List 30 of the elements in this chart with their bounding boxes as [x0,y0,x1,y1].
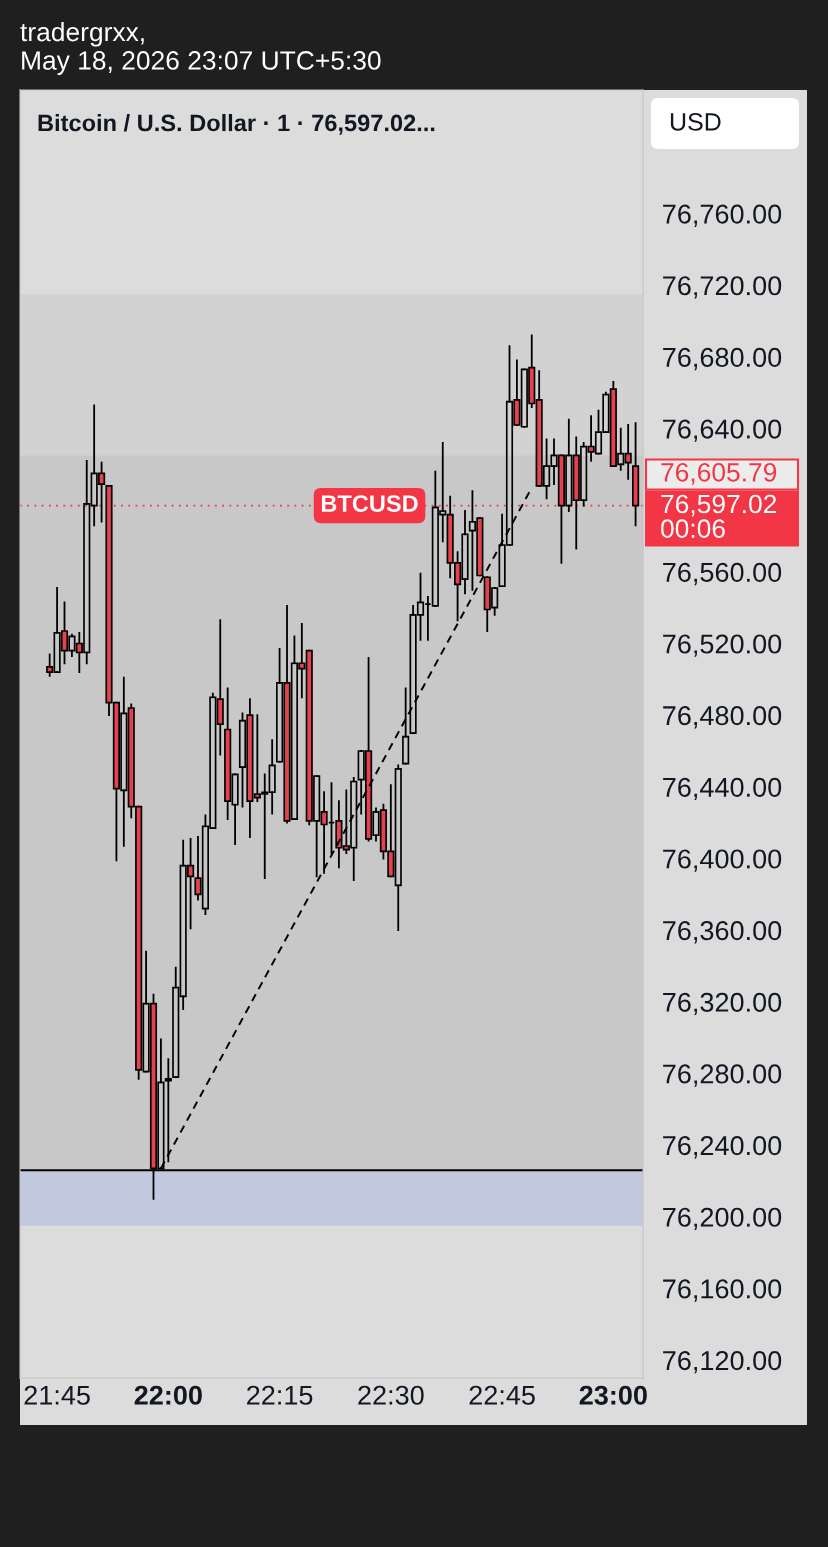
y-tick-label: 76,480.00 [663,706,782,729]
x-tick-label: 21:45 [24,1385,90,1405]
y-tick-label: 76,240.00 [663,1136,782,1159]
candlestick [632,422,640,527]
x-tick-label: 22:45 [469,1385,535,1405]
x-tick-label: 23:00 [579,1385,647,1405]
y-axis-title: USD [670,113,721,131]
y-tick-label: 76,360.00 [663,921,782,944]
y-tick-label: 76,680.00 [663,347,782,371]
y-tick-label: 76,120.00 [663,1350,782,1374]
y-tick-label: 76,400.00 [663,849,782,872]
y-tick-label: 76,640.00 [663,419,782,442]
y-tick-label: 76,200.00 [663,1207,782,1231]
y-tick-label: 76,520.00 [663,634,782,657]
y-tick-label: 76,560.00 [663,562,782,586]
text: 76,605.79 [661,462,777,485]
y-tick-label: 76,160.00 [663,1279,782,1302]
y-tick-label: 76,280.00 [663,1064,782,1087]
y-tick-label: 76,760.00 [663,204,782,227]
y-tick-label: 76,720.00 [663,276,782,299]
candlestick [402,687,410,765]
text: Bitcoin / U.S. Dollar · 1 · 76,597.02... [38,114,435,135]
text: 76,597.02 00:06 [661,494,777,538]
y-tick-label: 76,320.00 [663,992,782,1016]
x-tick-label: 22:15 [247,1385,313,1405]
chart-subtitle: tradergrxx, May 18, 2026 23:07 UTC+5:30 [20,22,381,76]
x-tick-label: 22:00 [134,1385,202,1405]
y-tick-label: 76,440.00 [663,777,782,801]
ref-line-label: BTCUSD [321,495,418,512]
x-tick-label: 22:30 [358,1385,424,1405]
